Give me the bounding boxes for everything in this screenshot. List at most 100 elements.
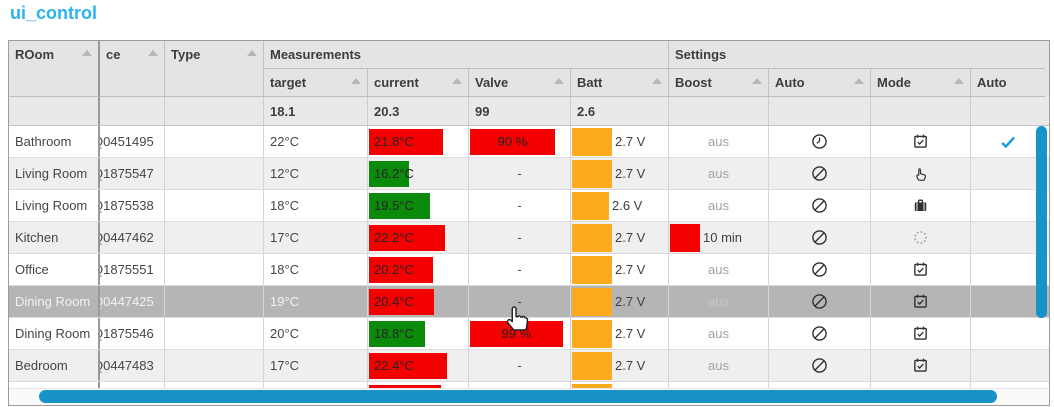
cell-device: Q0447462 [100, 222, 165, 253]
blocked-icon[interactable] [811, 229, 828, 246]
check-icon[interactable] [999, 133, 1017, 151]
cell-device: Q0447483 [100, 350, 165, 381]
table-row[interactable]: Bedroom Q0447483 17°C 22.4°C - 2.7 V aus [9, 350, 1049, 382]
cell-boost[interactable]: aus [669, 286, 769, 317]
blocked-icon[interactable] [811, 165, 828, 182]
column-header-mode-label: Mode [877, 75, 911, 90]
cell-boost[interactable]: aus [669, 126, 769, 157]
cell-boost[interactable]: aus [669, 190, 769, 221]
blocked-icon[interactable] [811, 357, 828, 374]
column-header-current[interactable]: current [368, 69, 469, 97]
cell-mode[interactable] [871, 126, 971, 157]
hand-icon[interactable] [912, 165, 929, 182]
cell-auto2[interactable] [971, 126, 1045, 157]
cell-auto[interactable] [769, 254, 871, 285]
cell-mode[interactable] [871, 286, 971, 317]
cell-auto2[interactable] [971, 190, 1045, 221]
blocked-icon[interactable] [811, 293, 828, 310]
hand-cursor-icon [506, 306, 529, 331]
sort-arrow-icon [351, 78, 361, 84]
cell-auto2[interactable] [971, 158, 1045, 189]
table-row[interactable]: Office Q1875551 18°C 20.2°C - 2.7 V aus [9, 254, 1049, 286]
battery-voltage: 2.6 V [612, 198, 643, 213]
column-header-mode[interactable]: Mode [871, 69, 971, 97]
column-header-auto2[interactable]: Auto [971, 69, 1045, 97]
column-header-auto[interactable]: Auto [769, 69, 871, 97]
cell-mode[interactable] [871, 350, 971, 381]
table-row[interactable]: Bathroom Q0451495 22°C 21.8°C 90 % 2.7 V aus [9, 126, 1049, 158]
cell-mode[interactable] [871, 158, 971, 189]
cell-mode[interactable] [871, 222, 971, 253]
column-header-target[interactable]: target [264, 69, 368, 97]
column-header-room[interactable]: ROom [9, 41, 100, 97]
blocked-icon[interactable] [811, 261, 828, 278]
cell-auto2[interactable] [971, 350, 1045, 381]
column-header-batt[interactable]: Batt [571, 69, 669, 97]
table-row[interactable]: Kitchen Q0447462 17°C 22.2°C - 2.7 V 10 min [9, 222, 1049, 254]
calendar-check-icon[interactable] [912, 261, 929, 278]
battery-cell: 2.7 V [571, 126, 668, 157]
calendar-check-icon[interactable] [912, 325, 929, 342]
cell-room [9, 382, 100, 388]
filter-auto2 [971, 97, 1045, 125]
cell-mode[interactable] [871, 318, 971, 349]
calendar-check-icon[interactable] [912, 133, 929, 150]
cell-auto[interactable] [769, 318, 871, 349]
calendar-check-icon[interactable] [912, 357, 929, 374]
cell-auto[interactable] [769, 222, 871, 253]
spinner-icon[interactable] [912, 229, 929, 246]
column-header-boost-label: Boost [675, 75, 712, 90]
horizontal-scrollbar-thumb[interactable] [39, 390, 997, 403]
cell-boost[interactable] [669, 382, 769, 388]
cell-auto2[interactable] [971, 286, 1045, 317]
cell-auto2[interactable] [971, 222, 1045, 253]
cell-boost[interactable]: 10 min [669, 222, 769, 253]
cell-room: Living Room [9, 190, 100, 221]
column-header-type[interactable]: Type [165, 41, 264, 97]
table-row[interactable]: Dining RoomQ187554620°C18.8°C99 %2.7 Vau… [9, 318, 1049, 350]
clock-icon[interactable] [811, 133, 828, 150]
blocked-icon[interactable] [811, 325, 828, 342]
filter-batt[interactable]: 2.6 [571, 97, 669, 125]
target-temp: 22°C [270, 134, 300, 149]
cell-mode[interactable] [871, 254, 971, 285]
column-header-valve[interactable]: Valve [469, 69, 571, 97]
cell-target: 22°C [264, 126, 368, 157]
cell-mode[interactable] [871, 382, 971, 388]
cell-batt: 2.7 V [571, 126, 669, 157]
filter-current[interactable]: 20.3 [368, 97, 469, 125]
table-row[interactable]: Dining Room Q0447425 19°C 20.4°C - 2.7 V aus [9, 286, 1049, 318]
cell-auto2[interactable] [971, 254, 1045, 285]
filter-valve[interactable]: 99 [469, 97, 571, 125]
cell-auto[interactable] [769, 158, 871, 189]
cell-auto[interactable] [769, 350, 871, 381]
cell-auto2[interactable] [971, 318, 1045, 349]
cell-boost[interactable]: aus [669, 318, 769, 349]
cell-current: 22.2°C [368, 222, 469, 253]
cell-auto[interactable] [769, 190, 871, 221]
filter-target[interactable]: 18.1 [264, 97, 368, 125]
calendar-check-icon[interactable] [912, 293, 929, 310]
briefcase-icon[interactable] [912, 197, 929, 214]
column-header-auto2-label: Auto [977, 75, 1007, 90]
room-label: Living Room [15, 198, 88, 213]
table-row[interactable]: Living Room Q1875547 12°C 16.2°C - 2.7 V aus [9, 158, 1049, 190]
cell-auto[interactable] [769, 382, 871, 388]
table-row[interactable]: Living Room Q1875538 18°C 19.5°C - 2.6 V aus [9, 190, 1049, 222]
sort-arrow-icon [452, 78, 462, 84]
cell-batt [571, 382, 669, 388]
cell-mode[interactable] [871, 190, 971, 221]
blocked-icon[interactable] [811, 197, 828, 214]
column-header-boost[interactable]: Boost [669, 69, 769, 97]
cell-boost[interactable]: aus [669, 350, 769, 381]
table-row[interactable] [9, 382, 1049, 388]
cell-boost[interactable]: aus [669, 158, 769, 189]
cell-auto[interactable] [769, 126, 871, 157]
cell-auto[interactable] [769, 286, 871, 317]
column-header-device[interactable]: ce [100, 41, 165, 97]
horizontal-scrollbar-track[interactable] [9, 388, 1049, 405]
sort-arrow-icon [652, 78, 662, 84]
vertical-scrollbar-thumb[interactable] [1036, 126, 1047, 318]
cell-boost[interactable]: aus [669, 254, 769, 285]
sort-arrow-icon [148, 50, 158, 56]
